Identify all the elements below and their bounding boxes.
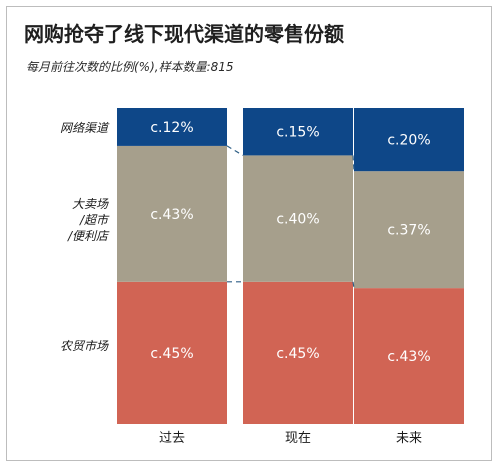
data-label: c.43% <box>150 207 193 223</box>
data-label: c.43% <box>387 349 430 365</box>
row-label-modern-retail: 大卖场 /超市 /便利店 <box>68 196 108 244</box>
bar-segment-wet-market-3 <box>354 288 464 424</box>
chart-subtitle: 每月前往次数的比例(%),样本数量:815 <box>26 60 234 74</box>
bar-segment-online-2 <box>243 108 353 156</box>
data-label: c.45% <box>276 346 319 362</box>
connector-line <box>352 281 355 289</box>
data-label: c.45% <box>150 346 193 362</box>
x-tick-label: 现在 <box>285 431 311 446</box>
x-tick-label: 过去 <box>159 431 185 446</box>
row-label-wet-market: 农贸市场 <box>59 339 108 353</box>
bar-segment-wet-market-1 <box>117 281 227 424</box>
data-label: c.15% <box>276 125 319 141</box>
connector-line <box>226 145 244 156</box>
x-tick-label: 未来 <box>396 431 422 446</box>
row-label-online: 网络渠道 <box>59 121 108 135</box>
bar-segment-modern-retail-2 <box>243 155 353 282</box>
bar-segment-modern-retail-3 <box>354 171 464 289</box>
bar-segment-modern-retail-1 <box>117 145 227 282</box>
bar-segment-online-1 <box>117 108 227 146</box>
row-label-modern-retail-line1: 大卖场 <box>71 197 108 211</box>
data-label: c.37% <box>387 223 430 239</box>
connector-line <box>352 155 355 172</box>
data-label: c.12% <box>150 120 193 136</box>
chart-title: 网购抢夺了线下现代渠道的零售份额 <box>24 22 344 46</box>
data-label: c.40% <box>276 212 319 228</box>
row-label-modern-retail-line3: /便利店 <box>67 229 108 243</box>
row-label-modern-retail-line2: /超市 <box>79 213 108 227</box>
data-label: c.20% <box>387 133 430 149</box>
bar-segment-online-3 <box>354 108 464 172</box>
bar-segment-wet-market-2 <box>243 281 353 424</box>
